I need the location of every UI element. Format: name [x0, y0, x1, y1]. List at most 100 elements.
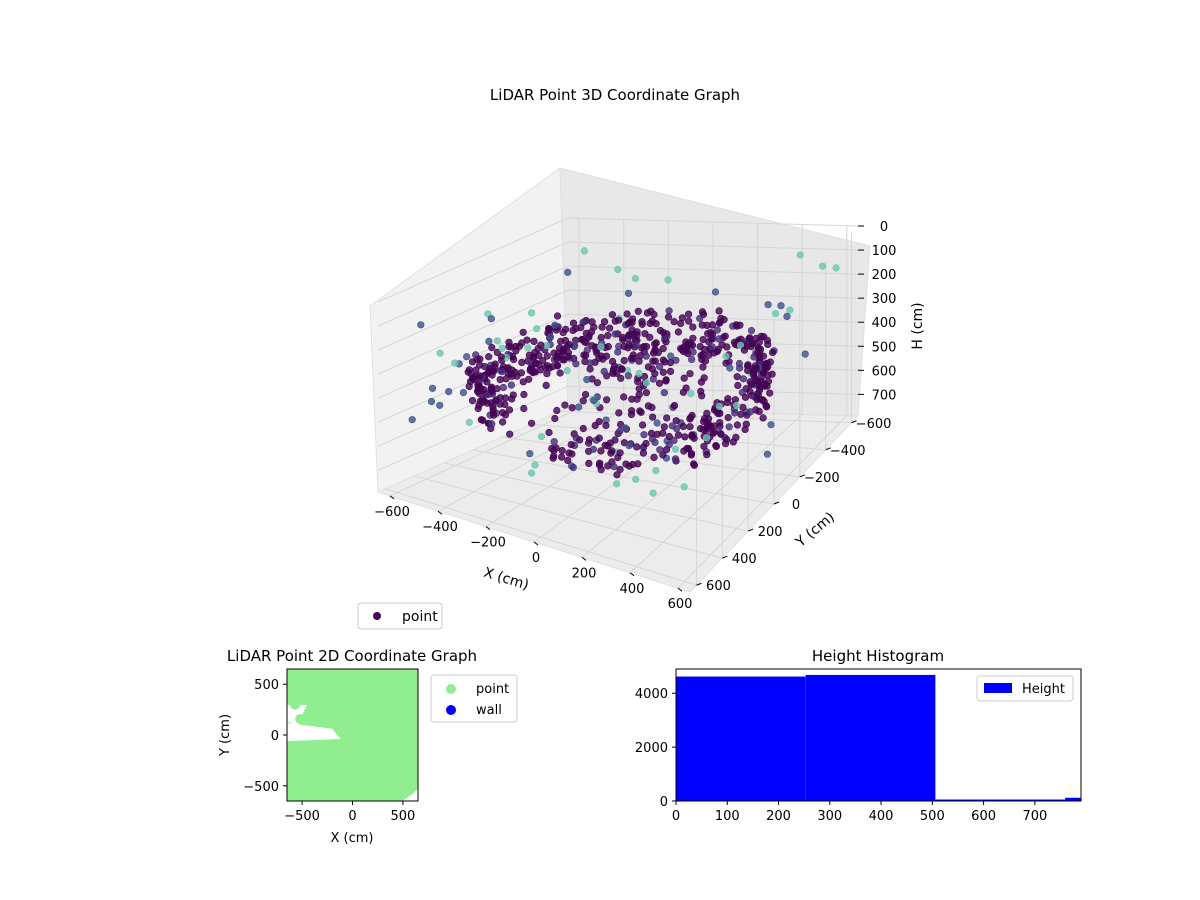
point-3d	[493, 348, 501, 357]
point-3d	[639, 449, 648, 457]
point-3d	[665, 433, 673, 441]
point-2d	[325, 798, 334, 801]
point-3d	[715, 402, 723, 410]
point-3d	[737, 410, 745, 418]
point-3d	[590, 396, 598, 405]
point-3d	[672, 417, 680, 425]
point-3d	[764, 301, 772, 309]
point-3d	[687, 450, 696, 458]
point-2d	[335, 669, 346, 675]
point-3d	[624, 289, 633, 297]
point-3d	[680, 447, 688, 455]
point-3d	[636, 407, 644, 415]
point-3d	[563, 367, 571, 375]
point-3d	[464, 368, 472, 376]
point-2d	[326, 775, 337, 786]
point-3d	[509, 355, 518, 364]
point-3d	[602, 396, 611, 404]
point-3d	[484, 310, 492, 318]
grid-x-line	[677, 225, 848, 589]
point-3d	[725, 423, 733, 431]
point-3d	[659, 345, 667, 353]
point-3d	[699, 363, 707, 371]
histogram-y-tick-label: 2000	[635, 741, 668, 756]
point-3d	[582, 351, 590, 360]
point-3d	[569, 463, 577, 472]
point-2d	[309, 761, 320, 772]
point-3d	[451, 359, 459, 367]
point-3d	[526, 450, 534, 458]
point-3d	[615, 409, 623, 417]
point-3d	[681, 433, 689, 441]
point-3d	[469, 374, 477, 382]
point-3d	[650, 310, 658, 319]
point-3d	[496, 376, 504, 384]
point-3d	[605, 324, 614, 332]
point-3d	[756, 345, 765, 354]
point-3d	[551, 321, 559, 329]
point-3d	[501, 411, 510, 419]
point-3d	[593, 379, 602, 387]
point-3d	[640, 431, 648, 439]
point-2d	[408, 699, 418, 710]
point-3d	[734, 381, 742, 390]
point-3d	[724, 395, 732, 403]
point-3d	[520, 390, 528, 399]
point-3d	[632, 475, 640, 483]
point-2d	[372, 798, 381, 801]
grid-x-line	[437, 219, 625, 512]
histogram-bar	[676, 676, 806, 801]
point-3d	[715, 307, 723, 315]
point-3d	[624, 372, 633, 380]
point-3d	[553, 312, 562, 320]
point-3d	[733, 373, 741, 381]
point-3d	[759, 414, 767, 422]
point-3d	[611, 330, 619, 338]
point-3d	[712, 442, 721, 451]
point-3d	[519, 328, 527, 336]
grid-z-line	[377, 265, 859, 351]
point-3d	[748, 340, 756, 348]
point-2d	[298, 683, 309, 694]
grid-z-line	[377, 289, 859, 375]
point-3d	[622, 460, 630, 468]
legend-3d: point	[357, 602, 443, 630]
point-3d	[739, 375, 748, 383]
point-3d	[408, 416, 416, 424]
point-3d	[643, 309, 652, 317]
point-3d	[558, 356, 567, 364]
histogram-legend-swatch	[984, 683, 1012, 693]
point-3d	[560, 345, 568, 353]
point-3d	[722, 359, 730, 367]
histogram-legend-frame	[976, 675, 1074, 702]
point-2d	[291, 744, 301, 754]
point-3d	[670, 436, 678, 445]
point-3d	[711, 288, 720, 296]
point-2d	[327, 768, 338, 779]
point-3d	[642, 439, 650, 448]
point-2d	[298, 691, 309, 702]
x-axis-label-2d: X (cm)	[331, 831, 374, 846]
z-tick-label-3d: 700	[872, 388, 897, 403]
legend-2d-wall-marker	[446, 705, 456, 715]
point-3d	[777, 302, 785, 310]
grid-z-line	[377, 217, 859, 303]
point-3d	[732, 401, 741, 410]
point-3d	[659, 368, 667, 376]
point-2d	[295, 714, 306, 724]
x-tick-label-3d: 200	[572, 566, 597, 581]
point-3d	[644, 363, 653, 371]
z-tick-label-3d: 100	[872, 244, 897, 259]
point-3d	[629, 354, 637, 362]
point-3d	[703, 418, 711, 427]
point-3d	[496, 400, 504, 408]
point-3d	[620, 357, 628, 365]
x-axis-label-3d: X (cm)	[482, 565, 531, 594]
histogram-x-tick-label: 400	[869, 809, 894, 824]
point-3d	[531, 461, 539, 469]
histogram-x-tick-label: 200	[766, 809, 791, 824]
point-3d	[465, 418, 473, 426]
point-3d	[648, 413, 657, 421]
point-3d	[723, 343, 731, 351]
